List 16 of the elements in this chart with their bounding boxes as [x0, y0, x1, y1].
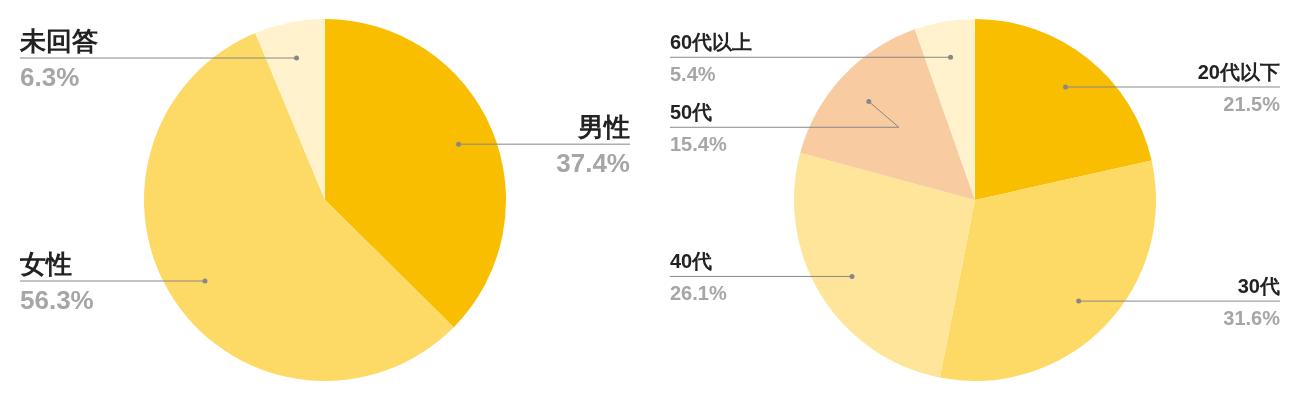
slice-label: 男性: [577, 112, 630, 143]
data-label: 21.5%: [1223, 92, 1281, 115]
slice-label: 30代: [1237, 275, 1280, 298]
data-label: 15.4%: [670, 133, 727, 156]
slice-label: 40代: [670, 250, 713, 273]
slice-label: 50代: [670, 101, 713, 124]
slice-label: 女性: [19, 249, 72, 280]
data-label: 6.3%: [20, 62, 80, 93]
slice-label: 未回答: [19, 26, 98, 57]
data-label: 37.4%: [556, 148, 630, 179]
data-label: 56.3%: [20, 285, 94, 316]
data-label: 5.4%: [670, 63, 716, 86]
slice-label: 60代以上: [670, 31, 753, 54]
slice-label: 20代以下: [1197, 60, 1280, 83]
data-label: 31.6%: [1223, 307, 1281, 330]
data-label: 26.1%: [670, 282, 727, 305]
